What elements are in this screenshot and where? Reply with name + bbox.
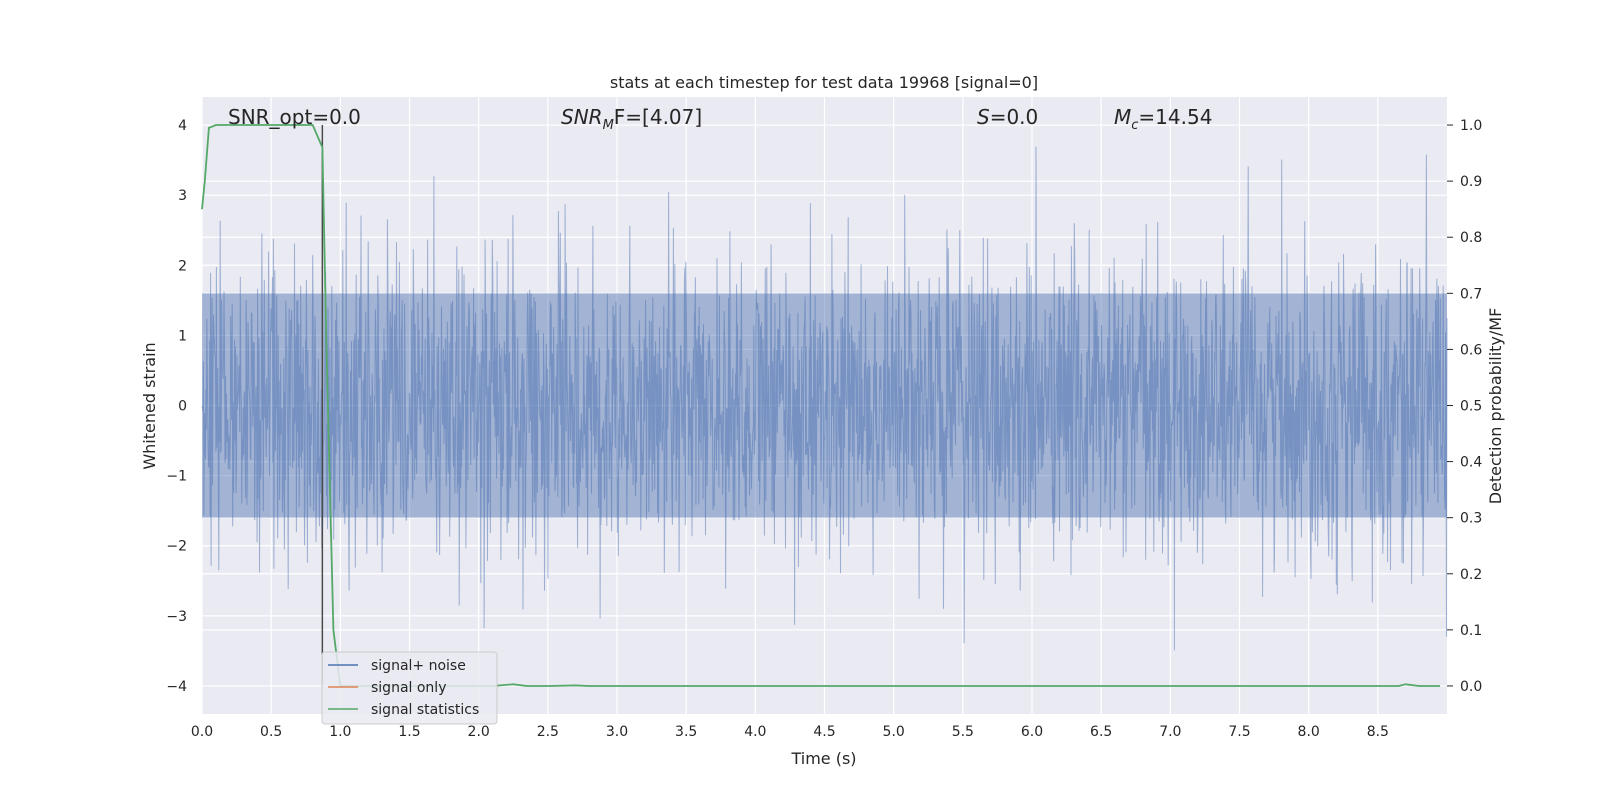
- left-tick-label: −1: [166, 469, 187, 485]
- series-line-signal-noise: [201, 146, 1448, 651]
- annotation-snr-opt: SNR_opt=0.0: [228, 105, 361, 129]
- right-tick-label: 0.7: [1460, 286, 1482, 302]
- legend-label-signal-only: signal only: [371, 680, 446, 696]
- right-tick-label: 0.3: [1460, 511, 1482, 527]
- right-tick-label: 0.4: [1460, 455, 1482, 471]
- chart-title: stats at each timestep for test data 199…: [610, 73, 1038, 92]
- x-tick-label: 5.5: [952, 724, 974, 740]
- left-tick-label: −3: [166, 609, 187, 625]
- y-axis-left-label: Whitened strain: [140, 342, 159, 469]
- right-axis-ticks: 1.0 0.9 0.8 0.7 0.6 0.5 0.4 0.3 0.2 0.1 0.0: [1447, 118, 1482, 695]
- left-tick-label: 0: [178, 399, 187, 415]
- left-tick-label: 4: [178, 118, 187, 134]
- y-axis-right-label: Detection probability/MF: [1486, 308, 1505, 505]
- left-tick-label: 2: [178, 258, 187, 274]
- x-tick-label: 7.5: [1228, 724, 1250, 740]
- annotation-snr-mf-main: SNR: [561, 105, 603, 129]
- right-tick-label: 0.9: [1460, 174, 1482, 190]
- right-tick-label: 0.2: [1460, 567, 1482, 583]
- annotation-snr-mf: SNRMF=[4.07]: [561, 105, 702, 133]
- left-tick-label: −2: [166, 539, 187, 555]
- right-tick-label: 1.0: [1460, 118, 1482, 134]
- legend-label-signal-statistics: signal statistics: [371, 702, 479, 718]
- right-tick-label: 0.8: [1460, 230, 1482, 246]
- left-tick-label: 1: [178, 328, 187, 344]
- legend-box: [321, 651, 498, 725]
- left-tick-label: 3: [178, 188, 187, 204]
- x-tick-label: 6.5: [1090, 724, 1112, 740]
- noise-core-band: [202, 293, 1447, 518]
- annotation-snr-mf-sub: M: [603, 118, 614, 133]
- annotation-mc-rest: =14.54: [1138, 105, 1212, 129]
- x-tick-label: 3.0: [606, 724, 628, 740]
- annotation-mc-main: M: [1114, 105, 1131, 129]
- x-tick-label: 2.0: [468, 724, 490, 740]
- x-tick-label: 4.0: [744, 724, 766, 740]
- right-tick-label: 0.6: [1460, 342, 1482, 358]
- annotation-snr-mf-rest: F=[4.07]: [614, 105, 702, 129]
- annotation-s-main: S: [977, 105, 990, 129]
- x-tick-label: 8.5: [1367, 724, 1389, 740]
- x-tick-label: 5.0: [883, 724, 905, 740]
- series-signal-noise: [201, 146, 1448, 651]
- x-tick-label: 4.5: [813, 724, 835, 740]
- left-tick-label: −4: [166, 679, 187, 695]
- annotation-s-rest: =0.0: [990, 105, 1039, 129]
- x-tick-label: 0.5: [260, 724, 282, 740]
- annotation-mc-sub: c: [1131, 118, 1138, 133]
- x-tick-label: 3.5: [675, 724, 697, 740]
- right-tick-label: 0.1: [1460, 623, 1482, 639]
- right-tick-label: 0.0: [1460, 679, 1482, 695]
- x-axis-label: Time (s): [790, 749, 856, 768]
- x-axis-ticks: 0.0 0.5 1.0 1.5 2.0 2.5 3.0 3.5 4.0 4.5 5.0 5.5 6.0 6…: [191, 724, 1389, 740]
- legend: signal+ noise signal only signal statist…: [321, 651, 498, 725]
- x-tick-label: 8.0: [1298, 724, 1320, 740]
- x-tick-label: 1.0: [329, 724, 351, 740]
- legend-label-signal-noise: signal+ noise: [371, 658, 466, 674]
- x-tick-label: 0.0: [191, 724, 213, 740]
- x-tick-label: 1.5: [398, 724, 420, 740]
- x-tick-label: 7.0: [1159, 724, 1181, 740]
- x-tick-label: 6.0: [1021, 724, 1043, 740]
- right-tick-label: 0.5: [1460, 399, 1482, 415]
- grid-lines: [201, 97, 1447, 714]
- annotation-s: S=0.0: [977, 105, 1038, 129]
- annotation-mc: Mc=14.54: [1114, 105, 1212, 133]
- left-axis-ticks: 4 3 2 1 0 −1 −2 −3 −4: [166, 118, 187, 695]
- x-tick-label: 2.5: [537, 724, 559, 740]
